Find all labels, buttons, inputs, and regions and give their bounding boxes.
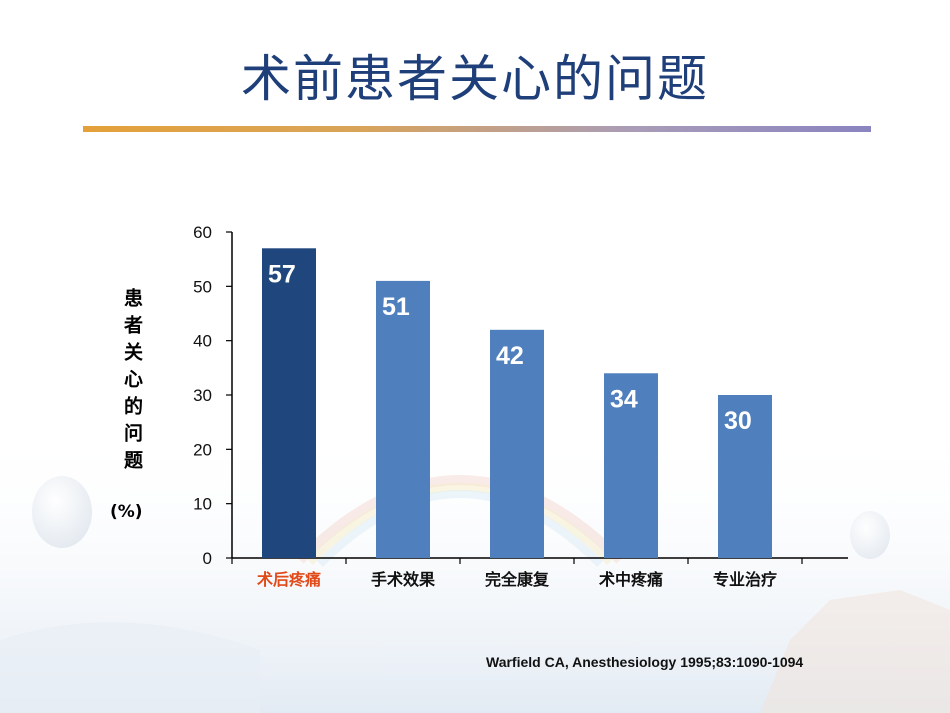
category-label: 术中疼痛 [598,570,663,589]
title-divider [83,126,871,132]
y-tick-label: 10 [193,495,212,514]
bar [718,395,772,558]
data-label: 42 [496,342,524,370]
y-axis-label: 患者关心的问题 [121,288,143,477]
citation: Warfield CA, Anesthesiology 1995;83:1090… [486,654,804,670]
bar [604,373,658,558]
y-tick-label: 0 [203,549,212,568]
data-label: 51 [382,293,410,321]
bar [490,329,544,558]
category-label: 术后疼痛 [256,570,321,589]
category-label: 专业治疗 [713,570,777,589]
bar [262,248,316,559]
y-tick-label: 30 [193,386,212,405]
y-tick-label: 40 [193,332,212,351]
data-label: 34 [610,385,638,413]
data-label: 57 [268,260,296,288]
category-label: 完全康复 [485,570,550,589]
y-axis-unit: (%) [110,502,143,522]
y-tick-label: 60 [193,223,212,242]
y-tick-label: 50 [193,277,212,296]
slide-title: 术前患者关心的问题 [241,50,709,108]
data-label: 30 [724,407,752,435]
y-tick-label: 20 [193,440,212,459]
bar [376,280,430,558]
category-label: 手术效果 [371,570,435,589]
